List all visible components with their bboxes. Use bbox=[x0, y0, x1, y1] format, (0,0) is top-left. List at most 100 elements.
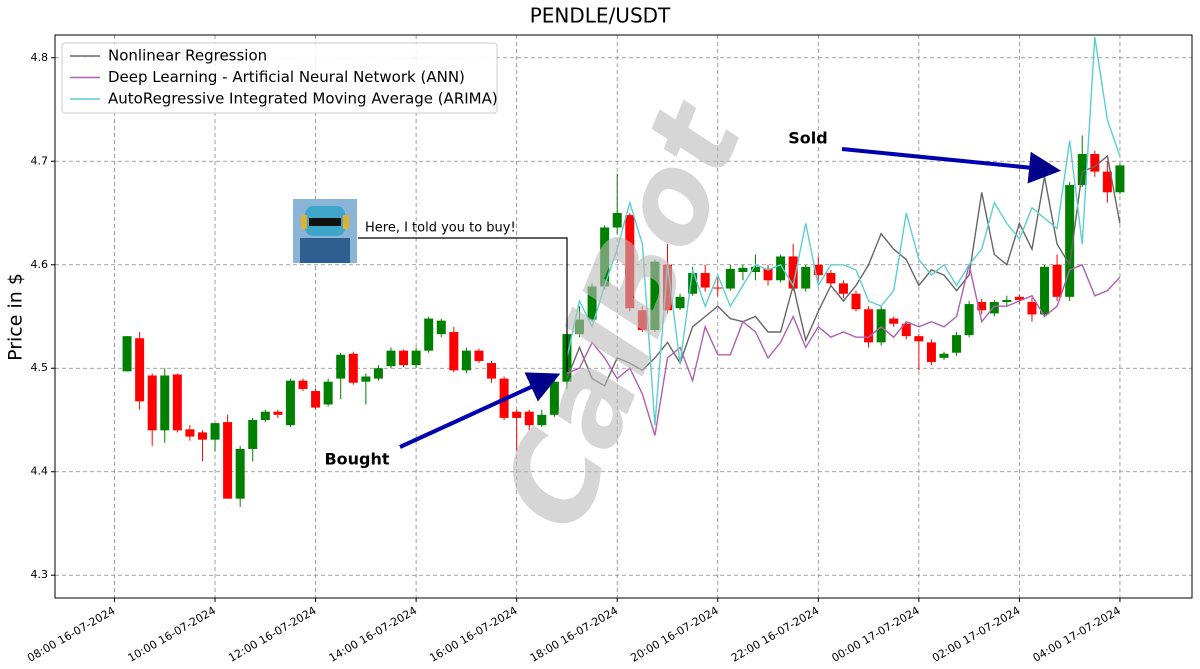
plot-frame bbox=[54, 34, 1193, 599]
series-line bbox=[566, 154, 1121, 387]
candle-body bbox=[650, 261, 660, 330]
candle-body bbox=[1040, 266, 1050, 315]
candle-body bbox=[700, 273, 710, 288]
candle-body bbox=[750, 266, 760, 272]
candle-body bbox=[248, 419, 258, 449]
x-tick-label: 08:00 16-07-2024 bbox=[25, 604, 117, 665]
legend-box bbox=[61, 42, 498, 114]
candle-body bbox=[336, 354, 346, 379]
x-tick-label: 10:00 16-07-2024 bbox=[126, 604, 218, 665]
candle-body bbox=[625, 215, 635, 309]
candle-body bbox=[914, 336, 924, 342]
candle-body bbox=[223, 422, 233, 499]
candle-body bbox=[461, 350, 471, 371]
candle-body bbox=[688, 273, 698, 294]
candle-body bbox=[813, 264, 823, 276]
candle-body bbox=[637, 310, 647, 330]
candle-body bbox=[989, 302, 999, 314]
candle-body bbox=[512, 411, 522, 418]
x-tick-label: 20:00 16-07-2024 bbox=[628, 604, 720, 665]
candle-body bbox=[298, 380, 308, 389]
candle-body bbox=[185, 429, 195, 437]
candle-body bbox=[801, 266, 811, 289]
y-tick-label: 4.8 bbox=[31, 51, 49, 64]
candle-body bbox=[1077, 154, 1087, 186]
candle-body bbox=[197, 432, 207, 440]
candle-body bbox=[172, 374, 182, 431]
x-tick-label: 14:00 16-07-2024 bbox=[327, 604, 419, 665]
candle-body bbox=[474, 350, 484, 362]
annotation: Bought bbox=[324, 450, 389, 469]
candle-body bbox=[273, 411, 283, 415]
candle-body bbox=[135, 338, 145, 402]
candle-body bbox=[487, 363, 497, 379]
x-tick-label: 02:00 17-07-2024 bbox=[930, 604, 1022, 665]
candle-body bbox=[348, 353, 358, 383]
legend-label: AutoRegressive Integrated Moving Average… bbox=[108, 90, 498, 108]
x-tick-label: 00:00 17-07-2024 bbox=[830, 604, 922, 665]
x-tick-label: 22:00 16-07-2024 bbox=[729, 604, 821, 665]
candle-body bbox=[952, 335, 962, 353]
candle-body bbox=[926, 342, 936, 363]
candle-body bbox=[1115, 165, 1125, 193]
annotation: Sold bbox=[788, 129, 827, 148]
candle-body bbox=[399, 350, 409, 366]
candle-body bbox=[738, 267, 748, 272]
y-tick-label: 4.4 bbox=[31, 465, 49, 478]
candle-body bbox=[662, 264, 672, 311]
candle-body bbox=[323, 381, 333, 405]
candle-body bbox=[1027, 302, 1037, 315]
candle-body bbox=[901, 323, 911, 337]
candle-body bbox=[235, 448, 245, 499]
candle-body bbox=[612, 213, 622, 228]
candle-body bbox=[524, 411, 534, 426]
candle-body bbox=[889, 318, 899, 324]
buy-arrow bbox=[399, 372, 561, 449]
candle-body bbox=[122, 336, 132, 372]
candle-body bbox=[1002, 299, 1012, 303]
candle-body bbox=[763, 268, 773, 281]
legend: Nonlinear Regression Deep Learning - Arti… bbox=[61, 42, 498, 114]
candle-body bbox=[1014, 296, 1024, 300]
candle-body bbox=[851, 293, 861, 310]
candle-body bbox=[386, 350, 396, 367]
x-tick-label: 04:00 17-07-2024 bbox=[1031, 604, 1123, 665]
candle-body bbox=[361, 376, 371, 382]
chart-title: PENDLE/USDT bbox=[530, 4, 671, 28]
candle-body bbox=[1102, 171, 1112, 193]
candle-body bbox=[411, 350, 421, 366]
candle-body bbox=[210, 423, 220, 440]
candle-body bbox=[964, 304, 974, 336]
candle-body bbox=[1065, 185, 1075, 297]
candle-body bbox=[1090, 154, 1100, 172]
x-tick-label: 18:00 16-07-2024 bbox=[528, 604, 620, 665]
callout-line bbox=[358, 237, 568, 372]
series-line bbox=[566, 263, 1121, 436]
series-line bbox=[566, 36, 1121, 426]
candle-body bbox=[675, 296, 685, 309]
candle-body bbox=[537, 414, 547, 426]
candle-body bbox=[260, 411, 270, 420]
candle-body bbox=[725, 268, 735, 289]
candle-body bbox=[939, 353, 949, 358]
candle-body bbox=[600, 227, 610, 287]
robot-icon bbox=[293, 199, 357, 263]
sell-arrow bbox=[841, 147, 1061, 184]
candle-body bbox=[977, 302, 987, 311]
y-tick-label: 4.7 bbox=[31, 154, 49, 167]
candle-body bbox=[436, 320, 446, 335]
candle-body bbox=[788, 256, 798, 289]
legend-label: Deep Learning - Artificial Neural Networ… bbox=[108, 68, 465, 86]
candle-body bbox=[285, 380, 295, 426]
candle-body bbox=[424, 318, 434, 351]
candle-body bbox=[160, 375, 170, 431]
candle-body bbox=[864, 309, 874, 343]
x-tick-label: 16:00 16-07-2024 bbox=[427, 604, 519, 665]
candle-body bbox=[575, 319, 585, 335]
candle-body bbox=[373, 368, 383, 379]
candle-body bbox=[826, 273, 836, 284]
candle-body bbox=[449, 332, 459, 371]
annotation: Here, I told you to buy! bbox=[365, 221, 516, 236]
candle-body bbox=[311, 391, 321, 408]
